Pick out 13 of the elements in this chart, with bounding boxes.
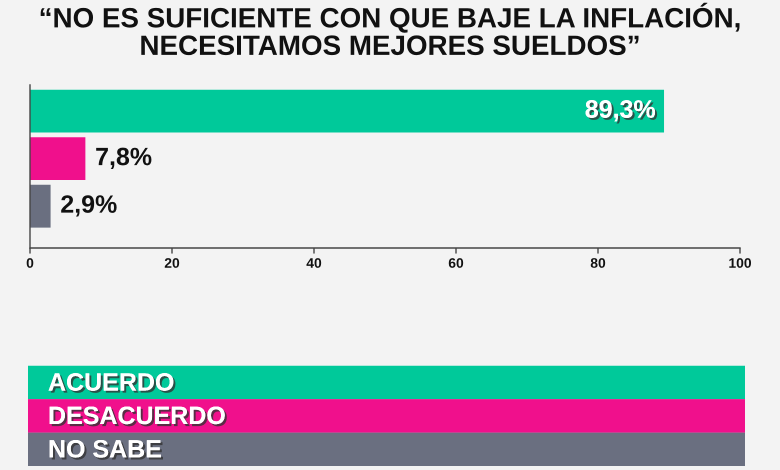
x-tick-label: 80 [590,258,606,268]
x-tick-label: 100 [729,258,752,268]
text: NO SABE [50,440,164,460]
x-tick-label: 0 [26,258,34,268]
x-tick-label: 60 [448,258,464,268]
data-label: 89,3% [586,100,658,124]
text: ACUERDO [48,373,176,393]
x-tick-label: 20 [164,258,180,268]
text: DESACUERDO [50,406,227,426]
x-tick-label: 40 [306,258,322,268]
chart-title: “NO ES SUFICIENTE CON QUE BAJE LA INFLACIÓN, NECESITAMOS MEJORES SUELDOS” [40,2,740,56]
data-label: 2,9% [61,195,117,217]
data-label: 7,8% [96,148,152,169]
